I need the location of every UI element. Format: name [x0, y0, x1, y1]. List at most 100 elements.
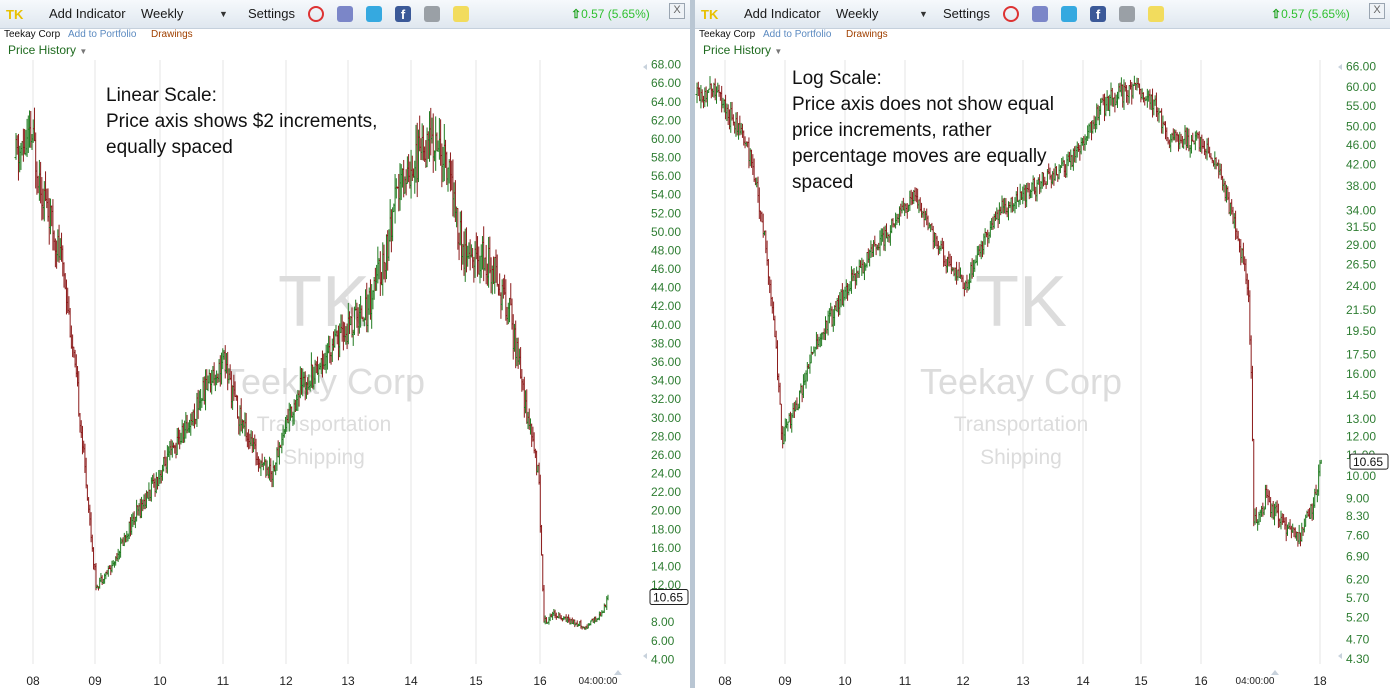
notes-icon[interactable]	[1148, 6, 1164, 22]
chart-subbar: Teekay Corp Add to Portfolio Drawings	[0, 29, 690, 41]
y-axis-tick-label: 24.00	[1346, 279, 1376, 293]
ticker-symbol[interactable]: TK	[6, 7, 24, 22]
x-axis-tick-label: 11	[899, 674, 912, 688]
x-axis-tick-label: 08	[26, 674, 40, 688]
y-axis-tick-label: 14.00	[651, 559, 681, 573]
x-axis-tick-label: 14	[404, 674, 418, 688]
settings-button[interactable]: Settings	[248, 6, 295, 21]
y-axis-tick-label: 64.00	[651, 95, 681, 109]
y-axis-tick-label: 38.00	[1346, 179, 1376, 193]
annotation-line: Price axis does not show equal	[792, 94, 1054, 115]
add-to-portfolio-link[interactable]: Add to Portfolio	[763, 29, 832, 40]
y-axis-tick-label: 58.00	[651, 151, 681, 165]
price-chart-log[interactable]: TK Teekay Corp Transportation Shipping 66.00…	[695, 0, 1390, 688]
last-price-label: 10.65	[653, 591, 683, 605]
settings-button[interactable]: Settings	[943, 6, 990, 21]
y-axis-tick-label: 8.00	[651, 615, 675, 629]
drawings-link[interactable]: Drawings	[151, 29, 193, 40]
y-axis-tick-label: 19.50	[1346, 324, 1376, 338]
alarm-clock-icon[interactable]	[1003, 6, 1019, 22]
price-history-toggle[interactable]: Price History ▼	[8, 43, 87, 57]
y-axis-tick-label: 42.00	[1346, 158, 1376, 172]
twitter-icon[interactable]	[366, 6, 382, 22]
x-axis-tick-label: 15	[469, 674, 483, 688]
scroll-left-icon	[1338, 64, 1342, 70]
add-indicator-button[interactable]: Add Indicator	[744, 6, 821, 21]
y-axis-tick-label: 4.30	[1346, 652, 1370, 666]
alarm-clock-icon[interactable]	[308, 6, 324, 22]
database-icon[interactable]	[337, 6, 353, 22]
y-axis-tick-label: 38.00	[651, 336, 681, 350]
watermark-sector: Transportation	[257, 413, 392, 436]
y-axis-tick-label: 6.20	[1346, 573, 1370, 587]
interval-select[interactable]: Weekly	[836, 6, 879, 21]
watermark-sector: Transportation	[954, 413, 1089, 436]
scroll-up-icon	[1271, 670, 1279, 675]
chart-toolbar: TK Add Indicator Weekly ▼ Settings f ⇧0.…	[0, 0, 690, 29]
watermark-industry: Shipping	[980, 446, 1062, 469]
y-axis-tick-label: 44.00	[651, 281, 681, 295]
last-price-box	[649, 589, 689, 606]
facebook-icon[interactable]: f	[1090, 6, 1106, 22]
x-axis-tick-label: 11	[217, 674, 230, 688]
chevron-down-icon: ▼	[774, 47, 783, 56]
y-axis-tick-label: 66.00	[651, 76, 681, 90]
chevron-down-icon[interactable]: ▼	[219, 9, 228, 19]
chevron-down-icon[interactable]: ▼	[919, 9, 928, 19]
chart-subbar: Teekay Corp Add to Portfolio Drawings	[695, 29, 1390, 41]
add-indicator-button[interactable]: Add Indicator	[49, 6, 126, 21]
y-axis-tick-label: 46.00	[651, 262, 681, 276]
y-axis-tick-label: 6.00	[651, 634, 675, 648]
x-axis-tick-label: 09	[88, 674, 102, 688]
notes-icon[interactable]	[453, 6, 469, 22]
price-change-quote: ⇧0.57 (5.65%)	[571, 7, 650, 21]
add-to-portfolio-link[interactable]: Add to Portfolio	[68, 29, 137, 40]
camera-icon[interactable]	[424, 6, 440, 22]
watermark-symbol: TK	[975, 262, 1067, 342]
last-price-box	[1349, 453, 1389, 470]
ticker-symbol[interactable]: TK	[701, 7, 719, 22]
y-axis-tick-label: 60.00	[651, 132, 681, 146]
panel-divider[interactable]	[690, 0, 695, 688]
annotation-line: Linear Scale:	[106, 85, 217, 106]
y-axis-tick-label: 68.00	[651, 58, 681, 72]
x-axis-tick-label: 18	[1313, 674, 1327, 688]
price-change-value: 0.57 (5.65%)	[1281, 7, 1350, 21]
chart-toolbar: TK Add Indicator Weekly ▼ Settings f ⇧0.…	[695, 0, 1390, 29]
y-axis-tick-label: 9.00	[1346, 492, 1370, 506]
y-axis-tick-label: 50.00	[1346, 120, 1376, 134]
company-name: Teekay Corp	[4, 29, 61, 40]
company-name: Teekay Corp	[699, 29, 756, 40]
twitter-icon[interactable]	[1061, 6, 1077, 22]
price-chart-linear[interactable]: TK Teekay Corp Transportation Shipping 68.00…	[0, 0, 690, 688]
annotation-line: Log Scale:	[792, 68, 882, 89]
drawings-link[interactable]: Drawings	[846, 29, 888, 40]
chart-panel-log: TK Add Indicator Weekly ▼ Settings f ⇧0.…	[695, 0, 1390, 688]
y-axis-tick-label: 40.00	[651, 318, 681, 332]
database-icon[interactable]	[1032, 6, 1048, 22]
x-axis-tick-label: 12	[279, 674, 293, 688]
y-axis-tick-label: 62.00	[651, 113, 681, 127]
arrow-up-icon: ⇧	[1271, 7, 1282, 21]
close-button[interactable]: X	[1369, 3, 1385, 19]
interval-select[interactable]: Weekly	[141, 6, 184, 21]
y-axis-tick-label: 14.50	[1346, 388, 1376, 402]
y-axis-tick-label: 5.20	[1346, 611, 1370, 625]
y-axis-tick-label: 18.00	[651, 522, 681, 536]
scroll-left-icon	[1338, 653, 1342, 659]
price-history-toggle[interactable]: Price History ▼	[703, 43, 782, 57]
watermark-company: Teekay Corp	[920, 361, 1122, 402]
close-button[interactable]: X	[669, 3, 685, 19]
price-change-value: 0.57 (5.65%)	[581, 7, 650, 21]
y-axis-tick-label: 55.00	[1346, 99, 1376, 113]
y-axis-tick-label: 26.00	[651, 448, 681, 462]
price-history-label: Price History	[703, 43, 772, 57]
annotation-line: percentage moves are equally	[792, 146, 1047, 167]
y-axis-tick-label: 6.90	[1346, 549, 1370, 563]
y-axis-tick-label: 48.00	[651, 243, 681, 257]
facebook-icon[interactable]: f	[395, 6, 411, 22]
x-axis-tick-label: 13	[1016, 674, 1030, 688]
camera-icon[interactable]	[1119, 6, 1135, 22]
x-axis-tick-label: 10	[838, 674, 852, 688]
y-axis-tick-label: 50.00	[651, 225, 681, 239]
